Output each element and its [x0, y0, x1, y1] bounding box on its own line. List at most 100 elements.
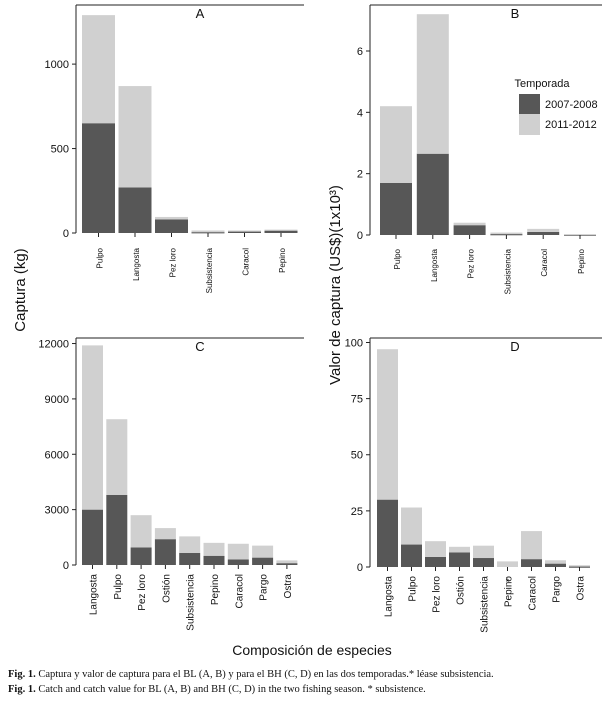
bar-2011-2012-caracol	[521, 531, 542, 560]
category-label: Ostra	[576, 576, 587, 601]
category-label: Langosta	[384, 576, 395, 618]
category-label: Pepino	[278, 247, 287, 272]
legend-swatch-2007-2008	[519, 94, 540, 115]
bar-2011-2012-ostión	[154, 528, 176, 540]
bar-2007-2008-ostra	[276, 563, 298, 565]
panel-title-d: D	[510, 339, 519, 354]
bar-2007-2008-pulpo	[401, 544, 422, 567]
bar-2007-2008-pez-loro	[453, 225, 486, 235]
category-label: Pulpo	[393, 248, 402, 269]
y-tick-label: 50	[351, 450, 363, 462]
panel-title-a: A	[196, 6, 205, 21]
bar-2011-2012-subsistencia	[490, 232, 523, 235]
bar-2011-2012-pulpo	[380, 106, 412, 183]
chart-panel-a: A 0 500 1000 Pulpo Langosta Pez loro Subsistenc…	[45, 4, 304, 293]
category-label: Subsistencia	[503, 248, 512, 294]
bar-2011-2012-ostra	[276, 560, 298, 564]
y-tick-label: 0	[357, 562, 363, 574]
bar-2011-2012-pepino	[564, 234, 596, 236]
y-tick-label: 100	[345, 337, 363, 349]
bar-2007-2008-pulpo	[106, 494, 128, 565]
bar-2007-2008-subsistencia	[191, 232, 225, 234]
y-tick-label: 75	[351, 394, 363, 406]
bar-2007-2008-ostión	[154, 539, 176, 565]
category-label: Pulpo	[113, 574, 124, 600]
category-label: Pulpo	[96, 247, 105, 268]
bar-2011-2012-pez-loro	[453, 222, 486, 226]
category-label: Pez loro	[169, 247, 178, 277]
caption-lead-en: Fig. 1.	[8, 684, 36, 695]
bar-2007-2008-pepino	[264, 230, 298, 233]
bar-2007-2008-caracol	[228, 231, 261, 233]
bar-2011-2012-pargo	[545, 560, 566, 564]
category-label: Pez loro	[137, 574, 148, 611]
y-tick-label: 4	[357, 107, 363, 119]
bar-2011-2012-ostión	[449, 546, 470, 553]
caption-line-es: Fig. 1. Captura y valor de captura para …	[8, 668, 600, 682]
chart-panel-c: C 0 3000 6000 9000 12000 Langosta Pulpo Pez loro…	[38, 337, 304, 631]
category-label: Caracol	[242, 248, 251, 276]
bar-2007-2008-langosta	[377, 499, 398, 567]
bar-2007-2008-langosta	[416, 153, 449, 235]
bar-2011-2012-pez-loro	[155, 216, 188, 220]
caption-text-es: Captura y valor de captura para el BL (A…	[35, 669, 494, 680]
bar-2011-2012-pepino	[203, 542, 225, 556]
bar-2011-2012-pulpo	[82, 15, 115, 124]
legend-label-2011-2012: 2011-2012	[545, 119, 597, 131]
category-label: Caracol	[540, 249, 549, 277]
category-label: Langosta	[89, 574, 100, 616]
y-tick-label: 6	[357, 46, 363, 58]
bar-2007-2008-caracol	[227, 559, 249, 565]
category-label: Pargo	[259, 574, 270, 601]
bar-2011-2012-pez-loro	[130, 515, 152, 548]
category-label: Ostión	[161, 574, 172, 603]
bar-2007-2008-pulpo	[380, 182, 412, 235]
chart-panel-b: B 0 2 4 6 Pulpo Langosta Pez loro Subsistencia Ca…	[357, 4, 602, 294]
y-tick-label: 0	[357, 230, 363, 242]
category-label: Caracol	[234, 574, 245, 608]
category-label: Pepino	[210, 574, 221, 606]
y-tick-label: 6000	[45, 449, 69, 461]
category-label: Ostra	[283, 574, 294, 599]
bar-2011-2012-subsistencia	[473, 545, 494, 559]
bar-2011-2012-subsistencia	[179, 536, 201, 554]
category-label: Subsistencia	[186, 574, 197, 631]
bar-2007-2008-pez-loro	[425, 556, 446, 567]
bar-2007-2008-pepino	[203, 555, 225, 565]
bar-2007-2008-pargo	[545, 563, 566, 567]
legend-swatch-2011-2012	[519, 114, 540, 135]
y-tick-label: 500	[51, 144, 69, 156]
category-label: Caracol	[528, 576, 539, 610]
panel-title-c: C	[195, 339, 204, 354]
category-label: Subsistencia	[480, 576, 491, 633]
bar-2007-2008-subsistencia	[179, 553, 201, 565]
bar-2007-2008-pez-loro	[155, 219, 188, 233]
bar-2011-2012-caracol	[227, 543, 249, 560]
chart-panel-d: D 0 25 50 75 100 Langosta Pulpo Pez loro Ostión Su…	[345, 337, 602, 633]
bar-2011-2012-ostra	[569, 565, 590, 567]
bar-2011-2012-caracol	[527, 228, 560, 232]
bar-2007-2008-subsistencia	[490, 234, 523, 236]
panel-title-b: B	[511, 6, 520, 21]
y-tick-label: 2	[357, 169, 363, 181]
category-label: Subsistencia	[205, 247, 214, 293]
caption-line-en: Fig. 1. Catch and catch value for BL (A,…	[8, 683, 600, 697]
bar-2007-2008-ostión	[449, 552, 470, 567]
bar-2011-2012-caracol	[228, 230, 261, 232]
y-axis-label-captura: Captura (kg)	[12, 248, 29, 331]
bar-2011-2012-subsistencia	[191, 230, 225, 233]
bar-2007-2008-pulpo	[82, 123, 115, 233]
bar-2011-2012-pargo	[252, 545, 274, 558]
y-axis-label-valor: Valor de captura (US$)(1x10³)	[327, 185, 344, 385]
bar-2007-2008-pargo	[252, 557, 274, 565]
bar-2011-2012-langosta	[82, 345, 103, 510]
category-label: Pargo	[552, 576, 563, 603]
bar-2011-2012-langosta	[416, 14, 449, 154]
y-tick-label: 25	[351, 506, 363, 518]
bar-2011-2012-pulpo	[106, 419, 128, 495]
bar-2011-2012-pepino	[264, 229, 298, 231]
legend-title: Temporada	[514, 78, 570, 90]
bar-2007-2008-langosta	[82, 509, 103, 565]
caption-text-en: Catch and catch value for BL (A, B) and …	[35, 684, 426, 695]
